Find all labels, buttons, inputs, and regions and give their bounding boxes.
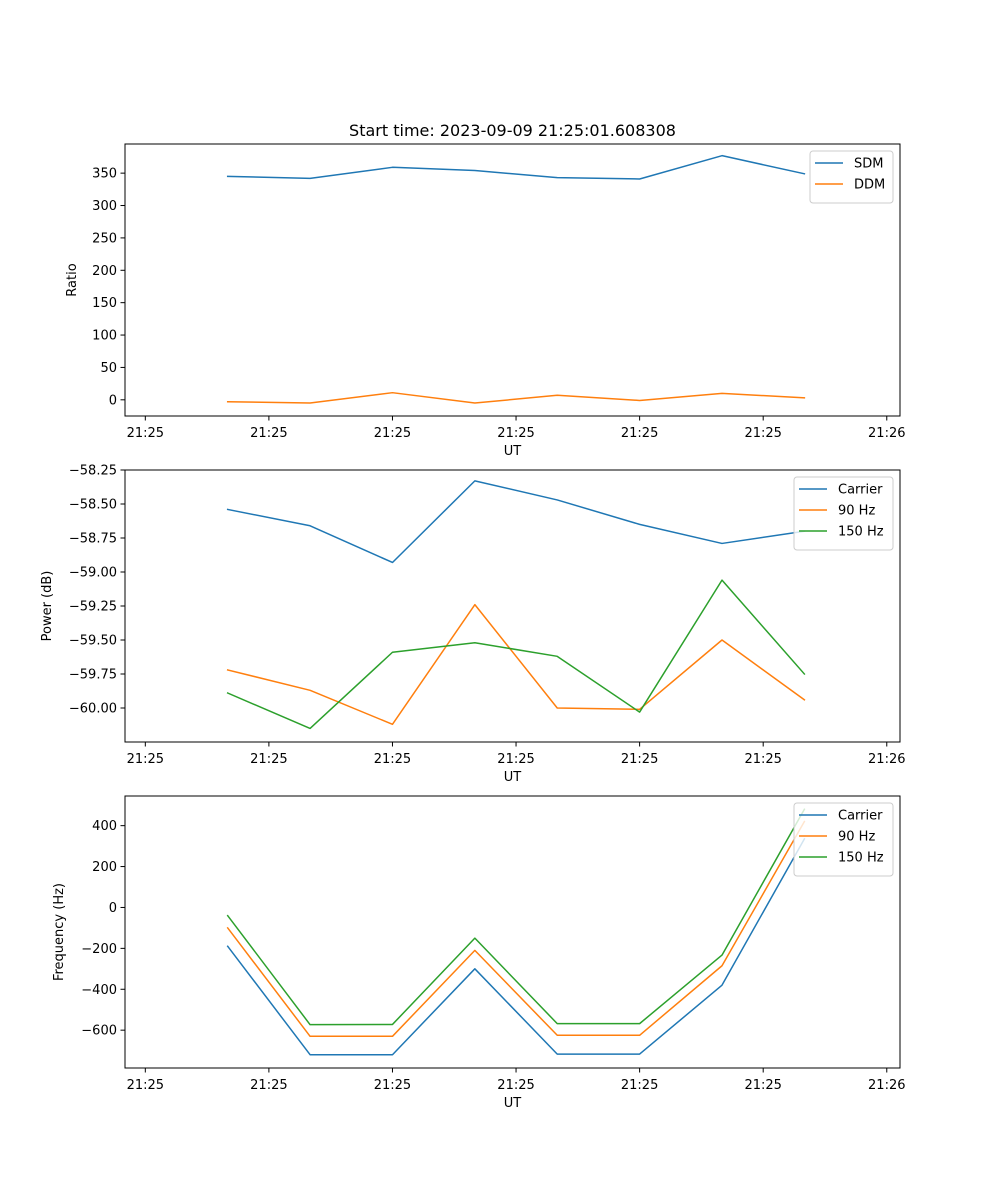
x-tick-label: 21:25: [621, 1078, 658, 1093]
x-tick-label: 21:25: [250, 426, 287, 441]
y-axis-label: Power (dB): [40, 571, 55, 642]
legend-label: 90 Hz: [838, 830, 875, 845]
series-line-90-hz: [226, 820, 806, 1038]
x-tick-label: 21:25: [374, 426, 411, 441]
x-tick-label: 21:25: [621, 752, 658, 767]
y-tick-label: −59.50: [69, 634, 117, 649]
legend-label: 90 Hz: [838, 504, 875, 519]
y-tick-label: 300: [92, 199, 117, 214]
x-tick-label: 21:26: [868, 1078, 905, 1093]
legend: Carrier 90 Hz 150 Hz: [793, 476, 894, 551]
x-tick-label: 21:26: [868, 426, 905, 441]
series-line-150-hz: [226, 579, 806, 730]
x-tick-label: 21:25: [374, 752, 411, 767]
axes-frame: [124, 143, 901, 417]
legend: SDM DDM: [809, 150, 894, 204]
x-tick-label: 21:25: [744, 426, 781, 441]
x-axis-label: UT: [504, 1096, 522, 1111]
series-line-ddm: [226, 391, 806, 404]
x-tick-label: 21:25: [497, 426, 534, 441]
x-tick-label: 21:25: [374, 1078, 411, 1093]
legend-label: DDM: [854, 178, 885, 193]
legend-label: Carrier: [838, 483, 883, 498]
y-tick-label: −58.75: [69, 532, 117, 547]
x-tick-label: 21:25: [744, 1078, 781, 1093]
y-tick-label: 100: [92, 329, 117, 344]
y-tick-label: −58.50: [69, 498, 117, 513]
x-tick-label: 21:25: [250, 1078, 287, 1093]
legend-label: 150 Hz: [838, 851, 884, 866]
legend-label: SDM: [854, 157, 883, 172]
x-tick-label: 21:25: [127, 1078, 164, 1093]
axes-frame: [124, 795, 901, 1069]
x-tick-label: 21:25: [250, 752, 287, 767]
y-tick-label: 350: [92, 167, 117, 182]
series-line-90-hz: [226, 603, 806, 726]
series-line-150-hz: [226, 808, 806, 1026]
y-tick-label: −58.25: [69, 464, 117, 479]
x-axis-label: UT: [504, 444, 522, 459]
legend-label: 150 Hz: [838, 525, 884, 540]
y-tick-label: −60.00: [69, 702, 117, 717]
y-tick-label: −400: [81, 983, 117, 998]
y-tick-label: 400: [92, 819, 117, 834]
y-axis-label: Ratio: [65, 263, 80, 296]
chart-panels: 21:25 21:25 21:25 21:25 21:25 21:25 21:26 0 50 10…: [40, 143, 906, 1111]
x-tick-label: 21:25: [497, 752, 534, 767]
y-tick-label: 50: [100, 361, 117, 376]
y-tick-label: −600: [81, 1024, 117, 1039]
series-line-sdm: [226, 154, 806, 180]
x-tick-label: 21:26: [868, 752, 905, 767]
y-tick-label: 200: [92, 860, 117, 875]
legend-label: Carrier: [838, 809, 883, 824]
x-tick-label: 21:25: [127, 752, 164, 767]
y-tick-label: −59.75: [69, 668, 117, 683]
legend: Carrier 90 Hz 150 Hz: [793, 802, 894, 877]
y-axis-label: Frequency (Hz): [52, 883, 67, 981]
figure-title: Start time: 2023-09-09 21:25:01.608308: [349, 121, 676, 140]
chart-panel-2: 21:25 21:25 21:25 21:25 21:25 21:25 21:26 −60.0…: [40, 464, 906, 786]
y-tick-label: 0: [109, 901, 117, 916]
x-tick-label: 21:25: [127, 426, 164, 441]
chart-panel-3: 21:25 21:25 21:25 21:25 21:25 21:25 21:26 −600 −…: [52, 795, 906, 1111]
y-tick-label: 250: [92, 231, 117, 246]
series-line-carrier: [226, 480, 806, 564]
x-tick-label: 21:25: [621, 426, 658, 441]
series-line-carrier: [226, 837, 806, 1056]
y-tick-label: −200: [81, 942, 117, 957]
x-tick-label: 21:25: [744, 752, 781, 767]
legend-box: [809, 150, 894, 204]
y-tick-label: −59.25: [69, 600, 117, 615]
y-tick-label: 0: [109, 393, 117, 408]
y-tick-label: 200: [92, 264, 117, 279]
x-tick-label: 21:25: [497, 1078, 534, 1093]
y-tick-label: 150: [92, 296, 117, 311]
x-axis-label: UT: [504, 770, 522, 785]
y-tick-label: −59.00: [69, 566, 117, 581]
chart-panel-1: 21:25 21:25 21:25 21:25 21:25 21:25 21:26 0 50 10…: [65, 143, 906, 459]
